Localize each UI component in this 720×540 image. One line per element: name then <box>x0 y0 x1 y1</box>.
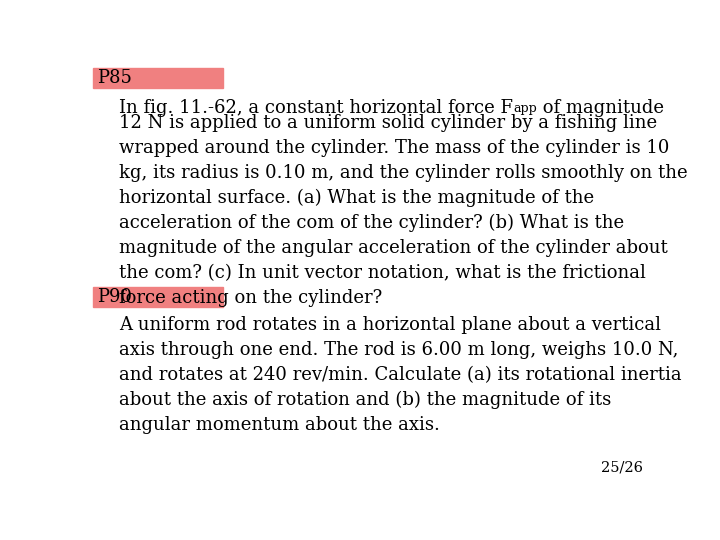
Text: P85: P85 <box>97 69 132 87</box>
Text: of magnitude: of magnitude <box>537 99 665 117</box>
Text: In fig. 11.-62, a constant horizontal force F: In fig. 11.-62, a constant horizontal fo… <box>120 99 513 117</box>
Text: 12 N is applied to a uniform solid cylinder by a fishing line
wrapped around the: 12 N is applied to a uniform solid cylin… <box>120 114 688 307</box>
Text: app: app <box>513 102 537 115</box>
FancyBboxPatch shape <box>93 68 223 88</box>
Text: 25/26: 25/26 <box>601 461 644 475</box>
FancyBboxPatch shape <box>93 287 223 307</box>
Text: A uniform rod rotates in a horizontal plane about a vertical
axis through one en: A uniform rod rotates in a horizontal pl… <box>120 316 682 434</box>
Text: P90: P90 <box>97 288 132 306</box>
